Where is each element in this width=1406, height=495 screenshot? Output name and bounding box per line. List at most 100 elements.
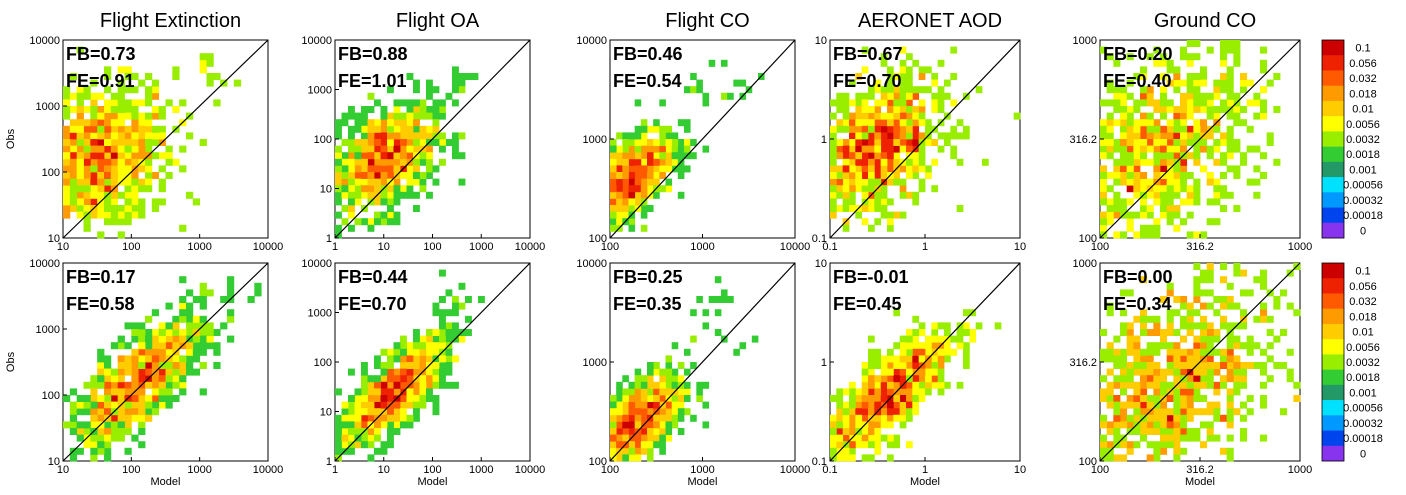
heatmap-cell (419, 152, 427, 160)
heatmap-cell (1193, 395, 1201, 402)
heatmap-cell (899, 185, 907, 193)
one-to-one-line (1099, 39, 1301, 239)
heatmap-cell (1206, 145, 1214, 153)
heatmap-cell (1206, 329, 1214, 336)
heatmap-cell (1113, 158, 1121, 166)
heatmap-cell (1173, 329, 1181, 336)
heatmap-cell (874, 112, 882, 120)
heatmap-cell (1180, 218, 1188, 226)
heatmap-cell (1226, 40, 1234, 47)
heatmap-cell (458, 152, 466, 160)
heatmap-cell (874, 395, 882, 402)
heatmap-cell (419, 106, 427, 113)
heatmap-cell (1106, 355, 1114, 363)
heatmap-cell (165, 99, 173, 107)
heatmap-cell (213, 362, 221, 369)
colorbar-label: 0.056 (1349, 281, 1377, 293)
heatmap-cell (1166, 191, 1174, 199)
heatmap-cell (677, 152, 685, 160)
heatmap-cell (1286, 375, 1294, 383)
heatmap-cell (684, 388, 691, 396)
heatmap-cell (647, 205, 654, 212)
heatmap-cell (1100, 218, 1108, 226)
heatmap-cell (874, 99, 882, 107)
heatmap-cell (172, 73, 180, 80)
heatmap-cell (151, 395, 160, 402)
heatmap-cell (158, 388, 166, 396)
heatmap-cell (1153, 447, 1161, 455)
heatmap-cell (1226, 335, 1234, 343)
heatmap-cell (1280, 289, 1288, 297)
heatmap-cell (1166, 178, 1174, 186)
x-tick-label: 10 (1014, 241, 1026, 253)
heatmap-cell (721, 296, 728, 303)
heatmap-cell (1200, 329, 1208, 336)
heatmap-cell (90, 447, 98, 455)
heatmap-cell (104, 99, 112, 107)
x-tick-label: 0.1 (822, 241, 837, 253)
heatmap-cell (1166, 185, 1174, 193)
heatmap-cell (1246, 289, 1254, 297)
heatmap-cell (899, 421, 907, 429)
heatmap-cell (671, 395, 679, 402)
heatmap-cell (1166, 414, 1174, 422)
heatmap-cell (1260, 152, 1268, 160)
heatmap-cell (406, 388, 414, 396)
heatmap-cell (610, 441, 617, 449)
heatmap-cell (1186, 302, 1194, 310)
heatmap-cell (610, 145, 617, 153)
heatmap-cell (90, 395, 98, 402)
heatmap-cell (426, 172, 433, 179)
heatmap-cell (1240, 381, 1248, 389)
heatmap-cell (1126, 198, 1134, 206)
heatmap-cell (899, 106, 907, 113)
heatmap-cell (1133, 139, 1141, 146)
heatmap-cell (1173, 185, 1181, 193)
heatmap-cell (367, 165, 375, 173)
heatmap-cell (861, 66, 869, 74)
heatmap-cell (393, 375, 401, 383)
heatmap-cell (1146, 231, 1154, 239)
one-to-one-line (829, 39, 1021, 239)
heatmap-cell (104, 362, 112, 369)
heatmap-cell (640, 375, 648, 383)
heatmap-cell (445, 329, 453, 336)
heatmap-cell (1180, 395, 1188, 402)
heatmap-cell (874, 86, 882, 94)
heatmap-cell (1180, 106, 1188, 113)
heatmap-cell (1133, 231, 1141, 239)
colorbar-label: 0.1 (1355, 266, 1370, 278)
heatmap-cell (899, 401, 907, 409)
heatmap-cell (158, 342, 166, 350)
heatmap-cell (374, 401, 381, 409)
heatmap-cell (1166, 125, 1174, 133)
heatmap-cell (83, 165, 91, 173)
heatmap-cell (387, 185, 394, 193)
heatmap-cell (887, 348, 894, 356)
heatmap-cell (1140, 421, 1148, 429)
heatmap-cell (874, 178, 882, 186)
heatmap-cell (906, 158, 913, 166)
heatmap-cell (912, 119, 920, 127)
heatmap-cell (63, 205, 71, 212)
heatmap-cell (887, 224, 894, 232)
heatmap-cell (1106, 342, 1114, 350)
heatmap-cell (413, 119, 420, 127)
heatmap-cell (628, 139, 636, 146)
heatmap-cell (874, 205, 882, 212)
heatmap-cell (83, 401, 91, 409)
heatmap-cell (76, 428, 84, 435)
heatmap-cell (912, 172, 920, 179)
heatmap-cell (893, 132, 901, 140)
heatmap-cell (1186, 132, 1194, 140)
heatmap-cell (1246, 342, 1254, 350)
colorbar-swatch (1322, 308, 1344, 325)
heatmap-cell (110, 428, 119, 435)
heatmap-cell (899, 112, 907, 120)
heatmap-cell (97, 401, 105, 409)
heatmap-cell (899, 139, 907, 146)
heatmap-cell (887, 152, 894, 160)
heatmap-cell (1193, 79, 1201, 87)
heatmap-cell (400, 381, 407, 389)
heatmap-cell (1266, 342, 1274, 350)
